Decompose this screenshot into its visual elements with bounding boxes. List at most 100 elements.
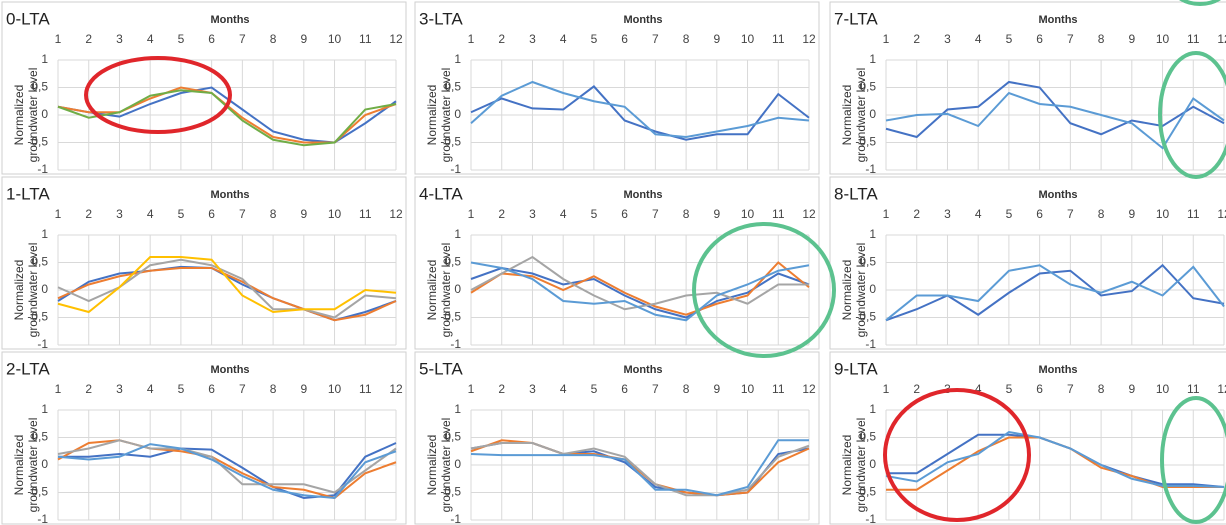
x-tick-label: 9 xyxy=(713,32,720,46)
x-tick-label: 10 xyxy=(328,32,342,46)
x-tick-label: 6 xyxy=(1036,32,1043,46)
x-tick-label: 9 xyxy=(1128,207,1135,221)
panel-title: 1-LTA xyxy=(6,184,50,203)
x-tick-label: 3 xyxy=(529,207,536,221)
x-tick-label: 10 xyxy=(1156,32,1170,46)
x-tick-label: 5 xyxy=(1006,207,1013,221)
y-tick-label: 0,5 xyxy=(444,80,461,94)
x-tick-label: 1 xyxy=(468,32,475,46)
x-tick-label: 7 xyxy=(239,32,246,46)
x-tick-label: 8 xyxy=(1098,32,1105,46)
x-tick-label: 8 xyxy=(683,207,690,221)
x-tick-label: 12 xyxy=(802,382,816,396)
x-tick-label: 4 xyxy=(560,207,567,221)
x-tick-label: 1 xyxy=(883,207,890,221)
panel: 0-LTA Months Normalized groundwater level-1… xyxy=(1,1,407,176)
x-tick-label: 12 xyxy=(1217,382,1226,396)
x-tick-label: 4 xyxy=(560,382,567,396)
panel: 9-LTA Months Normalized groundwater level-1… xyxy=(829,351,1226,525)
panel-frame xyxy=(1,176,407,350)
y-axis-title: groundwater level xyxy=(439,243,453,338)
y-tick-label: 0 xyxy=(869,107,876,121)
series-line xyxy=(470,85,810,141)
panel: 3-LTA Months Normalized groundwater level-1… xyxy=(414,1,820,176)
x-tick-label: 5 xyxy=(178,207,185,221)
y-axis-title: groundwater level xyxy=(439,68,453,163)
y-tick-label: 0,5 xyxy=(31,255,48,269)
y-axis-title: groundwater level xyxy=(26,418,40,513)
x-tick-label: 12 xyxy=(389,382,403,396)
y-tick-label: 1 xyxy=(41,227,48,241)
y-axis-title: Normalized xyxy=(12,435,26,496)
y-tick-label: 1 xyxy=(869,402,876,416)
y-tick-label: -0,5 xyxy=(27,310,48,324)
series-line xyxy=(57,267,397,322)
x-tick-label: 12 xyxy=(802,207,816,221)
series-line xyxy=(470,261,810,322)
x-tick-label: 8 xyxy=(270,382,277,396)
annotations xyxy=(84,0,1226,524)
x-tick-label: 5 xyxy=(591,32,598,46)
x-tick-label: 8 xyxy=(683,382,690,396)
x-tick-label: 12 xyxy=(1217,32,1226,46)
x-tick-label: 1 xyxy=(468,207,475,221)
series-line xyxy=(885,263,1225,322)
panel: 1-LTA Months Normalized groundwater level-1… xyxy=(1,176,407,351)
y-axis-title: Normalized xyxy=(12,260,26,321)
panel-title: 7-LTA xyxy=(834,9,878,28)
y-tick-label: 0 xyxy=(454,282,461,296)
y-tick-label: -1 xyxy=(865,512,876,525)
series-line xyxy=(57,439,397,494)
x-tick-label: 2 xyxy=(498,207,505,221)
y-axis-title: Normalized xyxy=(840,85,854,146)
highlight-ellipse xyxy=(1158,51,1226,179)
y-axis-title: groundwater level xyxy=(854,68,868,163)
x-axis-title: Months xyxy=(210,364,249,376)
x-tick-label: 2 xyxy=(85,32,92,46)
y-axis-title: Normalized xyxy=(425,435,439,496)
series-line xyxy=(57,256,397,314)
panel-frame xyxy=(414,351,820,525)
x-tick-label: 4 xyxy=(147,207,154,221)
highlight-ellipse xyxy=(1160,396,1226,524)
x-tick-label: 3 xyxy=(944,207,951,221)
x-tick-label: 4 xyxy=(147,382,154,396)
panel-frame xyxy=(414,1,820,175)
x-tick-label: 1 xyxy=(468,382,475,396)
y-tick-label: 1 xyxy=(41,402,48,416)
panel-title: 4-LTA xyxy=(419,184,463,203)
y-tick-label: 0 xyxy=(454,457,461,471)
x-axis-title: Months xyxy=(210,189,249,201)
x-tick-label: 12 xyxy=(1217,207,1226,221)
highlight-ellipse xyxy=(692,222,836,358)
y-tick-label: 0,5 xyxy=(859,430,876,444)
x-tick-label: 12 xyxy=(389,32,403,46)
x-axis-title: Months xyxy=(623,189,662,201)
panel: 7-LTA Months Normalized groundwater level-1… xyxy=(829,1,1226,176)
panel-title: 9-LTA xyxy=(834,359,878,378)
y-tick-label: 0,5 xyxy=(31,430,48,444)
x-tick-label: 9 xyxy=(300,32,307,46)
panel-title: 2-LTA xyxy=(6,359,50,378)
x-tick-label: 7 xyxy=(239,207,246,221)
x-tick-label: 4 xyxy=(147,32,154,46)
y-tick-label: 1 xyxy=(869,52,876,66)
x-tick-label: 6 xyxy=(1036,207,1043,221)
panel-title: 5-LTA xyxy=(419,359,463,378)
y-axis-title: groundwater level xyxy=(439,418,453,513)
panel: 8-LTA Months Normalized groundwater level-1… xyxy=(829,176,1226,351)
x-tick-label: 8 xyxy=(683,32,690,46)
y-tick-label: -0,5 xyxy=(855,485,876,499)
y-tick-label: 0,5 xyxy=(31,80,48,94)
panel-frame xyxy=(1,351,407,525)
x-tick-label: 1 xyxy=(55,207,62,221)
x-tick-label: 6 xyxy=(208,382,215,396)
x-tick-label: 2 xyxy=(913,207,920,221)
x-axis-title: Months xyxy=(623,364,662,376)
y-tick-label: -1 xyxy=(450,512,461,525)
series-line xyxy=(57,258,397,319)
y-tick-label: 0,5 xyxy=(444,255,461,269)
x-tick-label: 4 xyxy=(975,207,982,221)
x-tick-label: 5 xyxy=(1006,382,1013,396)
